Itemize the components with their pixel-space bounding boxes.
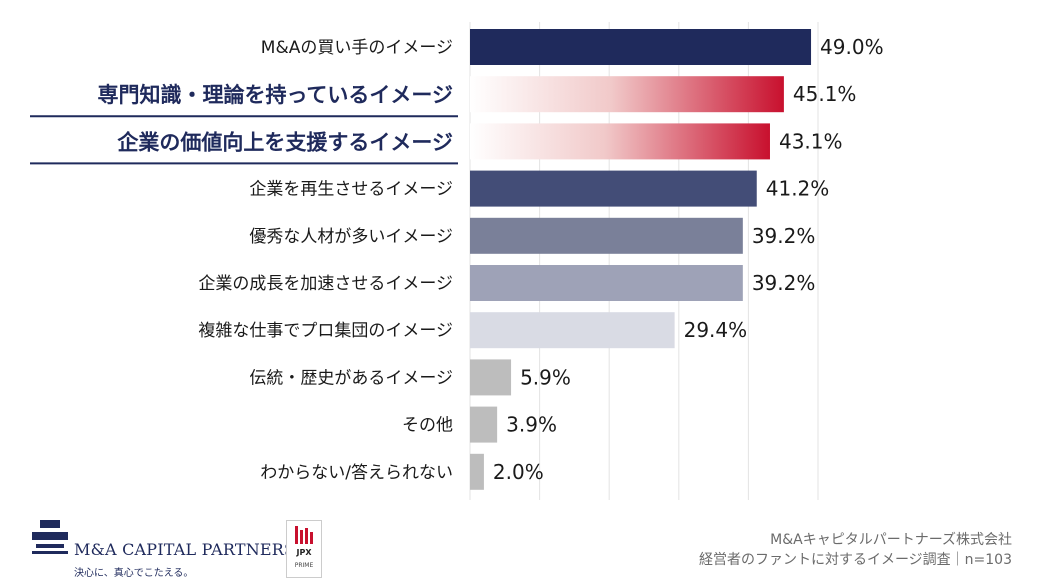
value-labels: 49.0%45.1%43.1%41.2%39.2%39.2%29.4%5.9%3… [493, 35, 884, 484]
logo-name: M&A CAPITAL PARTNERS [74, 540, 296, 559]
category-label: 企業を再生させるイメージ [249, 180, 453, 200]
bar [470, 312, 675, 349]
value-label: 41.2% [766, 177, 830, 201]
value-label: 29.4% [684, 318, 748, 342]
value-label: 3.9% [506, 413, 557, 437]
bars [470, 29, 812, 490]
logo-mark-icon [32, 520, 68, 556]
category-label: 専門知識・理論を持っているイメージ [97, 83, 453, 107]
value-label: 49.0% [820, 35, 884, 59]
source-note: M&Aキャピタルパートナーズ株式会社 経営者のファントに対するイメージ調査｜n=… [699, 530, 1012, 570]
category-label: 伝統・歴史があるイメージ [249, 368, 453, 388]
source-survey: 経営者のファントに対するイメージ調査｜n=103 [698, 552, 1012, 568]
value-label: 5.9% [520, 365, 571, 389]
category-label: 優秀な人材が多いイメージ [249, 227, 453, 247]
value-label: 39.2% [752, 224, 816, 248]
jpx-prime-badge: JPX PRIME [286, 520, 322, 578]
bar [470, 29, 812, 65]
value-label: 39.2% [752, 271, 816, 295]
bar [470, 406, 498, 443]
bar [470, 76, 784, 113]
category-label: わからない/答えられない [260, 463, 453, 483]
category-labels: M&Aの買い手のイメージ専門知識・理論を持っているイメージ企業の価値向上を支援す… [30, 38, 458, 483]
source-company: M&Aキャピタルパートナーズ株式会社 [770, 532, 1012, 548]
bar-chart: M&Aの買い手のイメージ専門知識・理論を持っているイメージ企業の価値向上を支援す… [30, 22, 884, 500]
logo-tagline: 決心に、真心でこたえる。 [74, 568, 194, 579]
value-label: 43.1% [779, 129, 843, 153]
jpx-label: JPX [296, 548, 312, 557]
category-label: M&Aの買い手のイメージ [261, 38, 453, 58]
bar [470, 123, 770, 160]
jpx-mark-icon [295, 526, 313, 544]
category-label: 複雑な仕事でプロ集団のイメージ [198, 321, 453, 341]
value-label: 2.0% [493, 460, 544, 484]
category-label: 企業の価値向上を支援するイメージ [116, 130, 453, 154]
bar [470, 359, 512, 396]
footer: M&A CAPITAL PARTNERS 決心に、真心でこたえる。 JPX PR… [0, 510, 1040, 587]
company-logo: M&A CAPITAL PARTNERS 決心に、真心でこたえる。 [32, 518, 295, 579]
value-label: 45.1% [793, 82, 857, 106]
bar [470, 217, 743, 254]
bar [470, 453, 484, 490]
bar [470, 170, 757, 207]
category-label: その他 [402, 416, 453, 436]
bar [470, 265, 743, 301]
category-label: 企業の成長を加速させるイメージ [198, 274, 453, 294]
jpx-sub-label: PRIME [294, 562, 314, 569]
